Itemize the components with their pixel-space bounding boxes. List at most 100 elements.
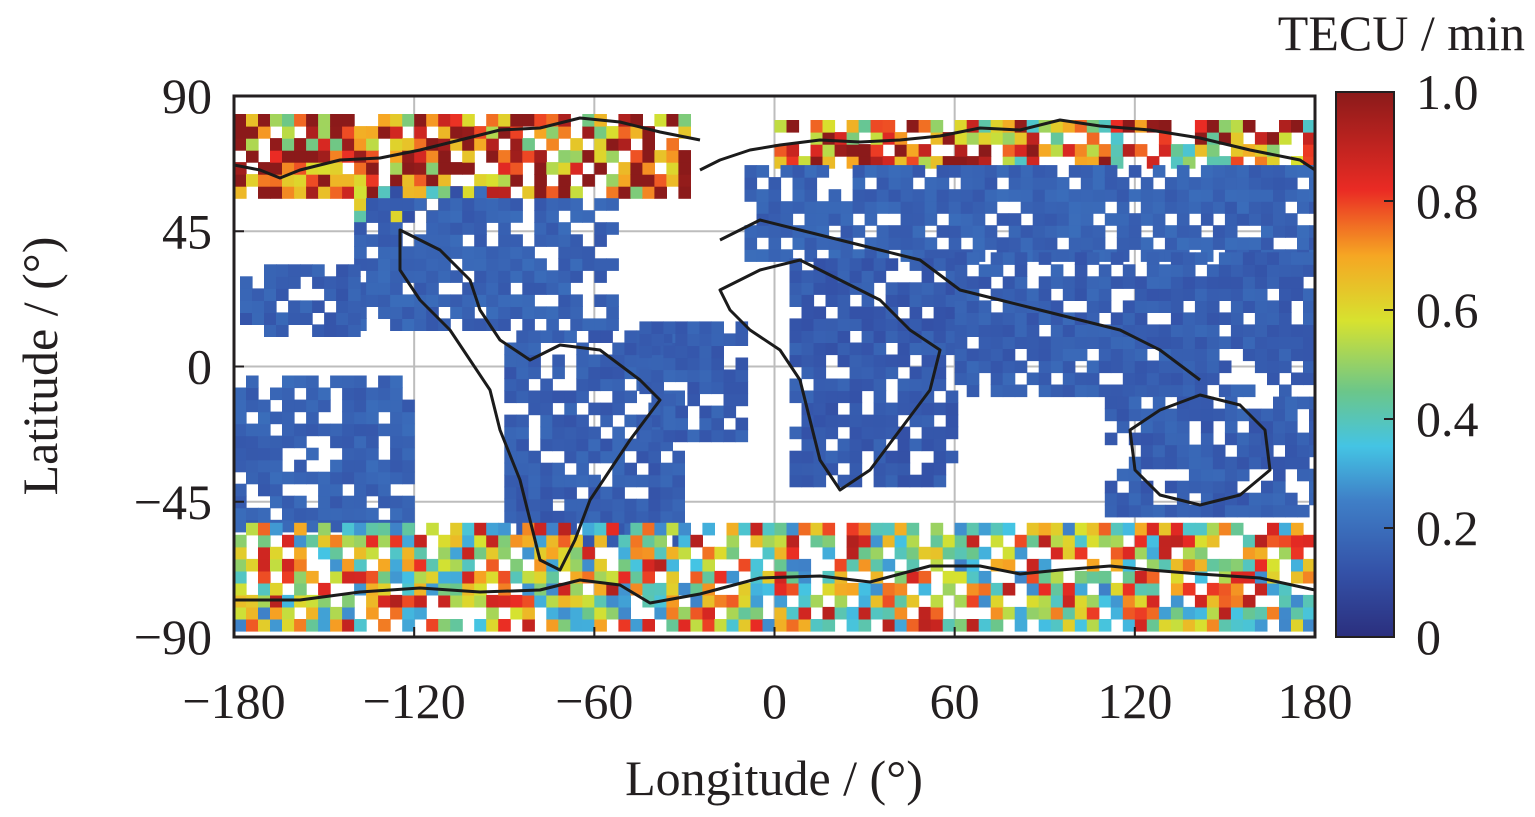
heatmap-cell: [378, 399, 391, 413]
heatmap-cell: [450, 270, 463, 283]
heatmap-cell: [486, 210, 499, 223]
heatmap-cell: [846, 522, 860, 536]
heatmap-cell: [306, 507, 319, 521]
heatmap-cell: [1026, 534, 1040, 548]
heatmap-cell: [861, 294, 875, 307]
heatmap-cell: [1242, 336, 1256, 349]
heatmap-cell: [1146, 264, 1160, 277]
heatmap-cell: [246, 114, 259, 127]
heatmap-cell: [588, 426, 601, 440]
heatmap-cell: [1086, 288, 1100, 301]
heatmap-cell: [813, 366, 827, 380]
heatmap-cell: [390, 534, 403, 548]
heatmap-cell: [264, 288, 277, 301]
heatmap-cell: [804, 201, 818, 214]
heatmap-cell: [813, 330, 827, 343]
heatmap-cell: [1206, 522, 1220, 536]
heatmap-cell: [744, 237, 758, 250]
heatmap-cell: [402, 459, 415, 473]
heatmap-cell: [498, 246, 511, 259]
heatmap-cell: [1273, 420, 1286, 434]
heatmap-cell: [1050, 582, 1064, 596]
heatmap-cell: [1303, 336, 1315, 349]
heatmap-cell: [294, 186, 307, 199]
heatmap-cell: [588, 402, 601, 416]
heatmap-cell: [711, 381, 724, 395]
heatmap-cell: [282, 423, 295, 437]
heatmap-cell: [246, 447, 259, 461]
heatmap-cell: [1038, 312, 1052, 325]
heatmap-cell: [1026, 132, 1040, 145]
heatmap-cell: [1230, 132, 1244, 145]
heatmap-cell: [1134, 276, 1148, 289]
heatmap-cell: [246, 423, 259, 437]
heatmap-cell: [1230, 619, 1244, 632]
heatmap-cell: [612, 426, 625, 440]
heatmap-cell: [600, 414, 613, 428]
heatmap-cell: [786, 120, 800, 133]
heatmap-cell: [306, 471, 319, 485]
heatmap-cell: [1309, 468, 1315, 482]
heatmap-cell: [735, 333, 749, 346]
heatmap-cell: [1038, 594, 1052, 608]
heatmap-cell: [816, 201, 830, 214]
heatmap-cell: [462, 114, 475, 127]
heatmap-cell: [450, 534, 463, 548]
heatmap-cell: [1206, 558, 1220, 572]
heatmap-cell: [366, 423, 379, 437]
heatmap-cell: [1020, 177, 1034, 190]
heatmap-cell: [1218, 360, 1232, 374]
heatmap-cell: [552, 438, 565, 452]
heatmap-cell: [909, 342, 923, 356]
heatmap-cell: [612, 402, 625, 416]
heatmap-cell: [1002, 384, 1016, 398]
heatmap-cell: [1218, 276, 1232, 289]
heatmap-cell: [1224, 201, 1238, 214]
heatmap-cell: [1050, 534, 1064, 548]
heatmap-cell: [462, 186, 475, 199]
heatmap-cell: [582, 318, 595, 331]
heatmap-cell: [885, 282, 899, 295]
heatmap-cell: [849, 306, 863, 319]
heatmap-cell: [960, 165, 974, 178]
heatmap-cell: [861, 426, 875, 440]
heatmap-cell: [1104, 432, 1118, 446]
heatmap-cell: [933, 294, 947, 307]
heatmap-cell: [978, 120, 992, 133]
heatmap-cell: [804, 213, 818, 226]
heatmap-cell: [1188, 177, 1202, 190]
heatmap-cell: [276, 264, 289, 277]
heatmap-cell: [282, 570, 295, 584]
heatmap-cell: [522, 594, 535, 608]
heatmap-cell: [600, 402, 613, 416]
heatmap-cell: [858, 594, 872, 608]
heatmap-cell: [1242, 619, 1256, 632]
heatmap-cell: [678, 162, 691, 175]
heatmap-cell: [699, 369, 712, 383]
heatmap-cell: [576, 354, 589, 368]
heatmap-cell: [1038, 252, 1052, 265]
heatmap-cell: [630, 150, 643, 163]
heatmap-cell: [588, 378, 601, 392]
heatmap-cell: [801, 342, 815, 356]
heatmap-cell: [846, 558, 860, 572]
heatmap-cell: [933, 438, 947, 452]
heatmap-cell: [312, 264, 325, 277]
heatmap-cell: [678, 582, 691, 596]
heatmap-cell: [921, 402, 935, 416]
heatmap-cell: [1188, 456, 1202, 470]
heatmap-cell: [1285, 492, 1298, 506]
heatmap-cell: [942, 534, 956, 548]
heatmap-cell: [825, 402, 839, 416]
heatmap-cell: [996, 165, 1010, 178]
heatmap-cell: [600, 450, 613, 464]
heatmap-cell: [1254, 582, 1268, 596]
heatmap-cell: [1086, 276, 1100, 289]
heatmap-cell: [498, 306, 511, 319]
heatmap-cell: [1134, 522, 1148, 536]
heatmap-cell: [252, 288, 265, 301]
heatmap-cell: [930, 534, 944, 548]
heatmap-cell: [402, 162, 415, 175]
heatmap-cell: [678, 186, 691, 199]
heatmap-cell: [282, 411, 295, 425]
